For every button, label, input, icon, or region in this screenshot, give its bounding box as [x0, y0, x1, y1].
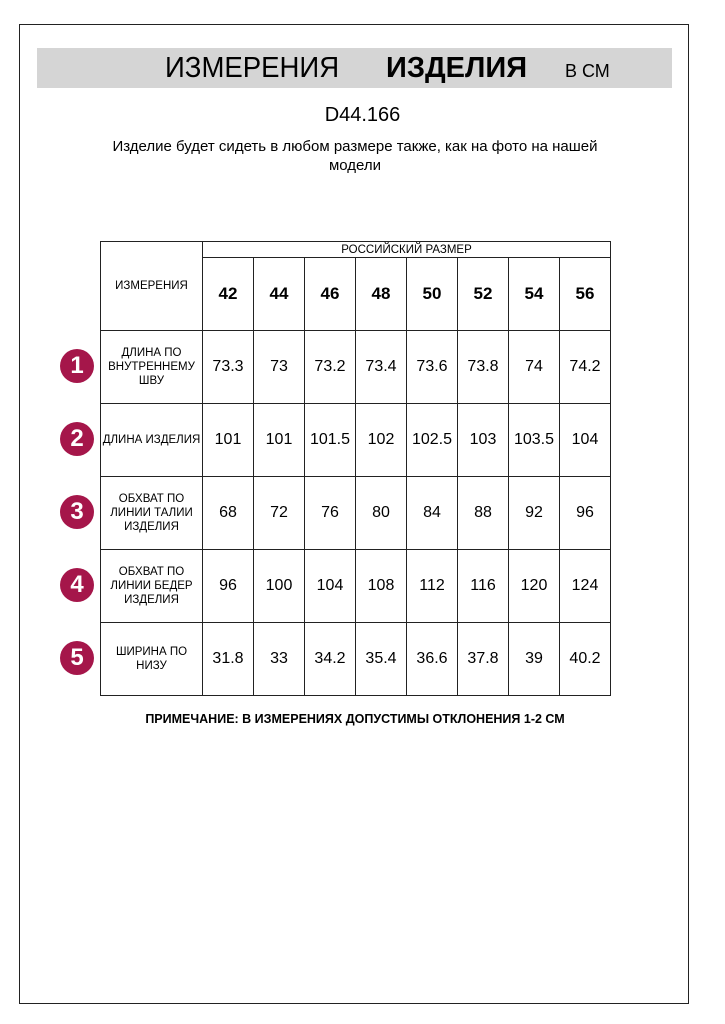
value-cell: 102.5 — [406, 403, 458, 477]
value-cell: 124 — [559, 549, 611, 623]
table-row: ОБХВАТ ПО ЛИНИИ ТАЛИИ ИЗДЕЛИЯ 68 72 76 80 84 8… — [100, 476, 611, 550]
row-number-badge: 2 — [60, 422, 94, 456]
value-cell: 108 — [355, 549, 407, 623]
title-bold: ИЗДЕЛИЯ — [386, 52, 528, 84]
value-cell: 88 — [457, 476, 509, 550]
size-header: 46 — [304, 257, 356, 331]
value-cell: 101 — [253, 403, 305, 477]
value-cell: 73 — [253, 330, 305, 404]
size-header: 42 — [202, 257, 254, 331]
value-cell: 101.5 — [304, 403, 356, 477]
size-header: 50 — [406, 257, 458, 331]
value-cell: 73.3 — [202, 330, 254, 404]
value-cell: 104 — [559, 403, 611, 477]
value-cell: 73.8 — [457, 330, 509, 404]
measure-label: ОБХВАТ ПО ЛИНИИ ТАЛИИ ИЗДЕЛИЯ — [100, 476, 203, 550]
value-cell: 35.4 — [355, 622, 407, 696]
row-number-badge: 3 — [60, 495, 94, 529]
value-cell: 33 — [253, 622, 305, 696]
value-cell: 37.8 — [457, 622, 509, 696]
row-number-badge: 1 — [60, 349, 94, 383]
value-cell: 68 — [202, 476, 254, 550]
value-cell: 39 — [508, 622, 560, 696]
measure-label: ДЛИНА ПО ВНУТРЕННЕМУ ШВУ — [100, 330, 203, 404]
value-cell: 76 — [304, 476, 356, 550]
table-row: ОБХВАТ ПО ЛИНИИ БЕДЕР ИЗДЕЛИЯ 96 100 104 108… — [100, 549, 611, 623]
value-cell: 36.6 — [406, 622, 458, 696]
value-cell: 34.2 — [304, 622, 356, 696]
value-cell: 80 — [355, 476, 407, 550]
title-banner — [37, 48, 672, 88]
value-cell: 102 — [355, 403, 407, 477]
value-cell: 103.5 — [508, 403, 560, 477]
size-header: 48 — [355, 257, 407, 331]
row-number-badge: 4 — [60, 568, 94, 602]
group-label: РОССИЙСКИЙ РАЗМЕР — [202, 241, 611, 258]
subtitle: Изделие будет сидеть в любом размере так… — [112, 138, 598, 174]
value-cell: 74 — [508, 330, 560, 404]
value-cell: 74.2 — [559, 330, 611, 404]
value-cell: 72 — [253, 476, 305, 550]
value-cell: 100 — [253, 549, 305, 623]
size-header: 44 — [253, 257, 305, 331]
value-cell: 73.4 — [355, 330, 407, 404]
value-cell: 96 — [202, 549, 254, 623]
value-cell: 40.2 — [559, 622, 611, 696]
size-header: 52 — [457, 257, 509, 331]
corner-label: ИЗМЕРЕНИЯ — [100, 241, 203, 331]
size-header: 56 — [559, 257, 611, 331]
value-cell: 120 — [508, 549, 560, 623]
page-frame — [19, 24, 689, 1004]
value-cell: 96 — [559, 476, 611, 550]
article-code: D44.166 — [324, 104, 401, 126]
row-number-badge: 5 — [60, 641, 94, 675]
value-cell: 101 — [202, 403, 254, 477]
note: ПРИМЕЧАНИЕ: В ИЗМЕРЕНИЯХ ДОПУСТИМЫ ОТКЛО… — [145, 712, 565, 726]
value-cell: 104 — [304, 549, 356, 623]
size-header: 54 — [508, 257, 560, 331]
value-cell: 103 — [457, 403, 509, 477]
measure-label: ОБХВАТ ПО ЛИНИИ БЕДЕР ИЗДЕЛИЯ — [100, 549, 203, 623]
value-cell: 112 — [406, 549, 458, 623]
value-cell: 116 — [457, 549, 509, 623]
title-regular: ИЗМЕРЕНИЯ — [165, 52, 340, 84]
value-cell: 73.2 — [304, 330, 356, 404]
table-row: ШИРИНА ПО НИЗУ 31.8 33 34.2 35.4 36.6 37.8 39 40… — [100, 622, 611, 696]
title-unit: В СМ — [565, 61, 610, 81]
value-cell: 73.6 — [406, 330, 458, 404]
table-row: ДЛИНА ПО ВНУТРЕННЕМУ ШВУ 73.3 73 73.2 73.4 73… — [100, 330, 611, 404]
value-cell: 92 — [508, 476, 560, 550]
measure-label: ШИРИНА ПО НИЗУ — [100, 622, 203, 696]
value-cell: 31.8 — [202, 622, 254, 696]
table-row: ДЛИНА ИЗДЕЛИЯ 101 101 101.5 102 102.5 103 103.5… — [100, 403, 611, 477]
measure-label: ДЛИНА ИЗДЕЛИЯ — [100, 403, 203, 477]
value-cell: 84 — [406, 476, 458, 550]
size-table: ИЗМЕРЕНИЯ РОССИЙСКИЙ РАЗМЕР 42 44 46 48 50 52… — [100, 241, 611, 696]
